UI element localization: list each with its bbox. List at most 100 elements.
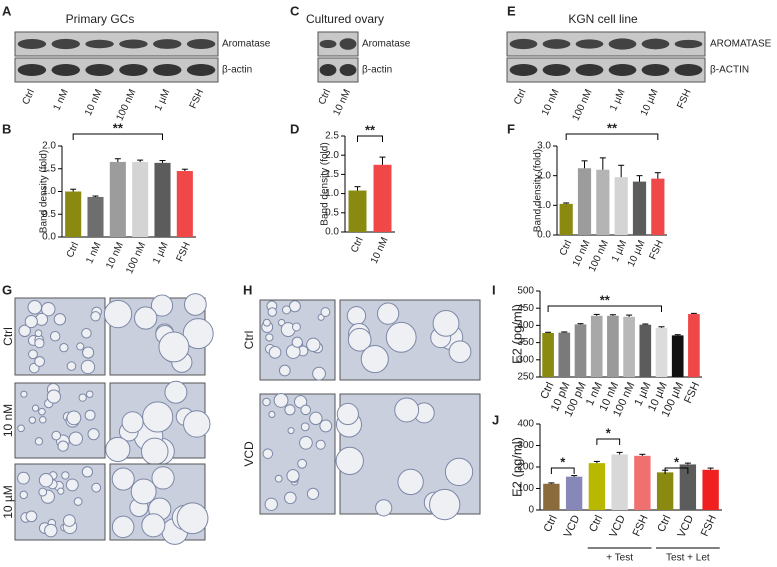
follicle <box>87 428 100 441</box>
panel-letter: H <box>243 282 252 297</box>
follicle <box>385 321 417 353</box>
follicle <box>262 448 274 459</box>
follicle <box>111 467 135 491</box>
bar <box>632 181 647 235</box>
follicle <box>111 515 135 539</box>
follicle <box>336 402 359 426</box>
panel-letter: A <box>2 3 12 18</box>
follicle <box>39 416 47 424</box>
follicle <box>265 333 274 342</box>
bar <box>577 168 592 235</box>
group-label: Test + Let <box>666 553 710 564</box>
follicle <box>34 338 45 349</box>
follicle <box>90 311 101 322</box>
follicle <box>31 404 40 412</box>
band <box>641 64 670 76</box>
follicle <box>46 389 61 404</box>
blot <box>506 57 706 83</box>
follicle <box>300 422 310 432</box>
follicle <box>53 313 67 326</box>
bar <box>679 464 697 510</box>
lane-label: Ctrl <box>20 88 37 107</box>
follicle <box>24 315 38 329</box>
y-tick-label: 100 <box>517 483 534 494</box>
follicle <box>312 366 326 381</box>
follicle <box>183 410 211 438</box>
follicle <box>346 306 367 326</box>
follicle <box>176 502 209 535</box>
x-tick-label: Ctrl <box>655 513 673 534</box>
row-label: Ctrl <box>242 331 256 350</box>
follicle <box>284 404 296 416</box>
band <box>319 39 337 49</box>
lane-label: FSH <box>675 88 693 111</box>
significance-bracket <box>565 133 659 140</box>
band <box>509 64 538 76</box>
follicle <box>274 474 283 483</box>
y-tick-label: 450 <box>517 303 534 314</box>
x-tick-label: VCD <box>607 513 628 539</box>
significance-bracket <box>357 135 383 142</box>
follicle <box>34 356 45 367</box>
bar <box>565 476 583 510</box>
blot-title: Primary GCs <box>66 12 135 26</box>
x-tick-label: 1 µM <box>610 239 629 264</box>
bar <box>558 332 571 377</box>
lane-label: 10 nM <box>540 88 562 118</box>
band <box>186 64 216 76</box>
significance-mark: * <box>606 425 612 440</box>
bar <box>590 315 603 377</box>
y-axis-label: Band density (fold) <box>533 149 544 232</box>
y-tick-label: 0.5 <box>42 209 56 220</box>
significance-mark: ** <box>365 122 376 137</box>
significance-mark: ** <box>113 120 124 135</box>
lane-label: FSH <box>188 88 206 111</box>
follicle <box>268 410 276 418</box>
follicle <box>85 390 94 398</box>
follicle <box>28 416 37 424</box>
x-tick-label: FSH <box>648 239 666 262</box>
y-tick-label: 2.0 <box>325 150 339 161</box>
y-tick-label: 0.0 <box>325 227 339 238</box>
significance-bracket <box>72 133 163 140</box>
follicle <box>141 513 166 538</box>
blot <box>14 57 219 83</box>
follicle <box>184 293 207 316</box>
lane-label: 100 nM <box>114 88 138 123</box>
y-tick-label: 1.5 <box>42 163 56 174</box>
bar <box>634 455 651 510</box>
follicle <box>17 471 30 485</box>
significance-mark: ** <box>600 292 611 307</box>
panel-letter: D <box>290 121 299 136</box>
follicle <box>38 473 54 488</box>
x-tick-label: Ctrl <box>349 236 366 255</box>
group-label: + Test <box>606 553 633 564</box>
lane-label: 1 nM <box>51 88 70 113</box>
bar <box>574 324 587 377</box>
y-axis-label: Band density (fold) <box>39 150 50 233</box>
band-label: β-actin <box>362 65 392 76</box>
follicle <box>429 488 461 521</box>
follicle <box>278 364 291 377</box>
y-axis-label: Band density (fold) <box>320 142 331 225</box>
bar <box>639 324 652 377</box>
band-label: AROMATASE <box>710 39 772 50</box>
row-label: 10 nM <box>1 404 15 437</box>
blot-title: KGN cell line <box>568 12 638 26</box>
x-tick-label: 1 nM <box>84 241 103 266</box>
significance-bracket <box>547 305 662 312</box>
blot-title: Cultured ovary <box>306 12 384 26</box>
follicle <box>41 301 56 317</box>
bar <box>348 190 367 232</box>
follicle <box>62 514 76 527</box>
band <box>542 39 571 49</box>
y-tick-label: 350 <box>517 337 534 348</box>
follicle <box>394 397 420 423</box>
follicle <box>286 469 300 483</box>
follicle <box>91 482 102 493</box>
y-tick-label: 500 <box>517 286 534 297</box>
bar <box>702 469 719 510</box>
significance-bracket <box>596 438 621 445</box>
x-tick-label: Ctrl <box>65 241 82 260</box>
follicle <box>315 439 326 450</box>
